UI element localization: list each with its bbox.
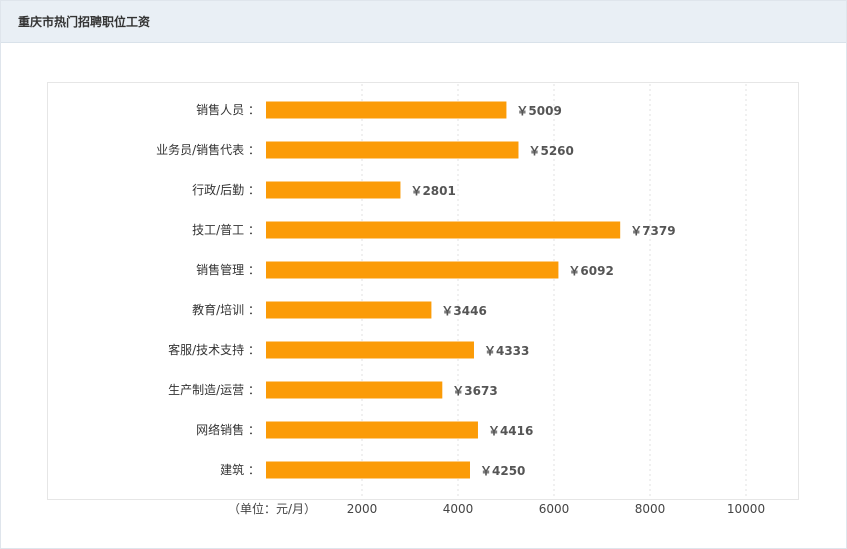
- category-label: 销售管理 ：: [196, 262, 260, 277]
- value-label: ￥5009: [516, 104, 561, 118]
- bar: [266, 341, 474, 359]
- value-labels: ￥5009 ￥5260 ￥2801 ￥7379 ￥6092 ￥3446 ￥4333 ￥3673…: [410, 104, 675, 478]
- bar: [266, 461, 470, 479]
- value-label: ￥7379: [630, 224, 675, 238]
- category-label: 销售人员 ：: [196, 102, 260, 117]
- category-label: 行政/后勤 ：: [192, 183, 260, 197]
- value-label: ￥2801: [410, 184, 455, 198]
- category-labels: 销售人员 ： 业务员/销售代表 ： 行政/后勤 ： 技工/普工 ： 销售管理 ： 教育/培…: [156, 102, 260, 477]
- bar: [266, 221, 621, 239]
- x-tick-label: 6000: [539, 502, 570, 516]
- bars-group: [266, 101, 621, 479]
- plot-area: [47, 82, 799, 500]
- bar: [266, 261, 559, 279]
- category-label: 建筑 ：: [220, 462, 260, 477]
- bar: [266, 301, 432, 319]
- value-label: ￥4250: [480, 464, 525, 478]
- x-tick-label: 10000: [727, 502, 765, 516]
- value-label: ￥3673: [452, 384, 497, 398]
- x-tick-label: 8000: [635, 502, 666, 516]
- category-label: 生产制造/运营 ：: [168, 383, 260, 397]
- value-label: ￥4416: [488, 424, 533, 438]
- x-tick-label: 2000: [347, 502, 378, 516]
- category-label: 技工/普工 ：: [192, 223, 260, 237]
- x-tick-labels: 2000 4000 6000 8000 10000: [347, 502, 765, 516]
- bar: [266, 141, 519, 159]
- bar: [266, 421, 478, 439]
- value-label: ￥3446: [441, 304, 486, 318]
- category-label: 网络销售 ：: [196, 422, 260, 437]
- bar: [266, 181, 401, 199]
- value-label: ￥4333: [484, 344, 529, 358]
- value-label: ￥6092: [568, 264, 613, 278]
- panel-header: 重庆市热门招聘职位工资: [1, 1, 846, 43]
- x-tick-label: 4000: [443, 502, 474, 516]
- bar: [266, 101, 507, 119]
- category-label: 教育/培训 ：: [192, 302, 260, 317]
- category-label: 客服/技术支持 ：: [168, 342, 260, 357]
- category-label: 业务员/销售代表 ：: [156, 142, 260, 157]
- panel-title: 重庆市热门招聘职位工资: [18, 15, 151, 29]
- bar: [266, 381, 443, 399]
- x-axis-unit-label: （单位：元/月）: [228, 501, 316, 516]
- value-label: ￥5260: [528, 144, 573, 158]
